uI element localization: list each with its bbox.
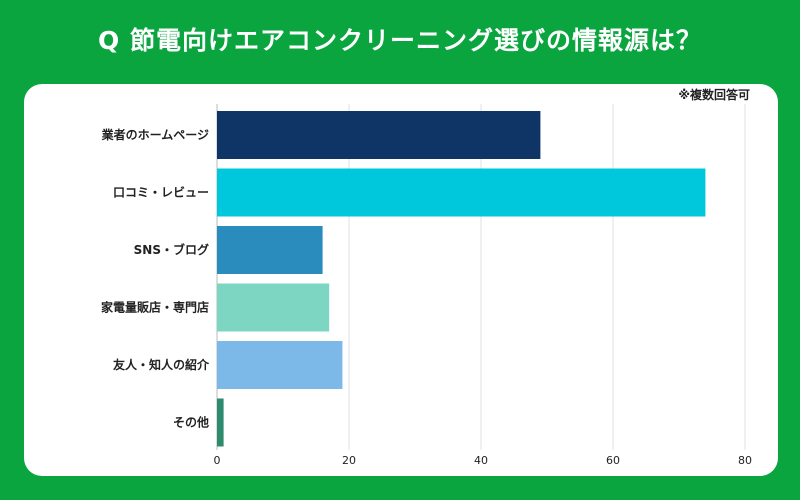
category-label: 口コミ・レビュー bbox=[113, 185, 209, 200]
bar bbox=[217, 398, 224, 447]
grid-layer bbox=[216, 104, 746, 450]
x-tick-label: 60 bbox=[606, 454, 620, 467]
category-label: その他 bbox=[173, 415, 209, 430]
bar bbox=[217, 341, 343, 389]
category-label: SNS・ブログ bbox=[134, 242, 209, 257]
x-tick-label: 20 bbox=[342, 454, 356, 467]
bar bbox=[217, 226, 323, 274]
category-label: 家電量販店・専門店 bbox=[101, 300, 209, 315]
page-title: Q 節電向けエアコンクリーニング選びの情報源は？ bbox=[98, 26, 702, 55]
multiple-answers-note: ※複数回答可 bbox=[678, 88, 750, 102]
bar bbox=[217, 168, 706, 217]
bar bbox=[217, 283, 330, 332]
x-tick-label: 80 bbox=[738, 454, 752, 467]
bar bbox=[217, 111, 541, 159]
x-tick-label: 40 bbox=[474, 454, 488, 467]
x-tick-label: 0 bbox=[214, 454, 221, 467]
category-label: 友人・知人の紹介 bbox=[112, 357, 210, 372]
chart-panel: ※複数回答可 0 20 40 60 80 業者のホームページ口コミ・レビュー SNS・ブログ… bbox=[24, 84, 778, 476]
category-label: 業者のホームページ bbox=[101, 127, 209, 142]
bar-layer bbox=[217, 111, 706, 447]
